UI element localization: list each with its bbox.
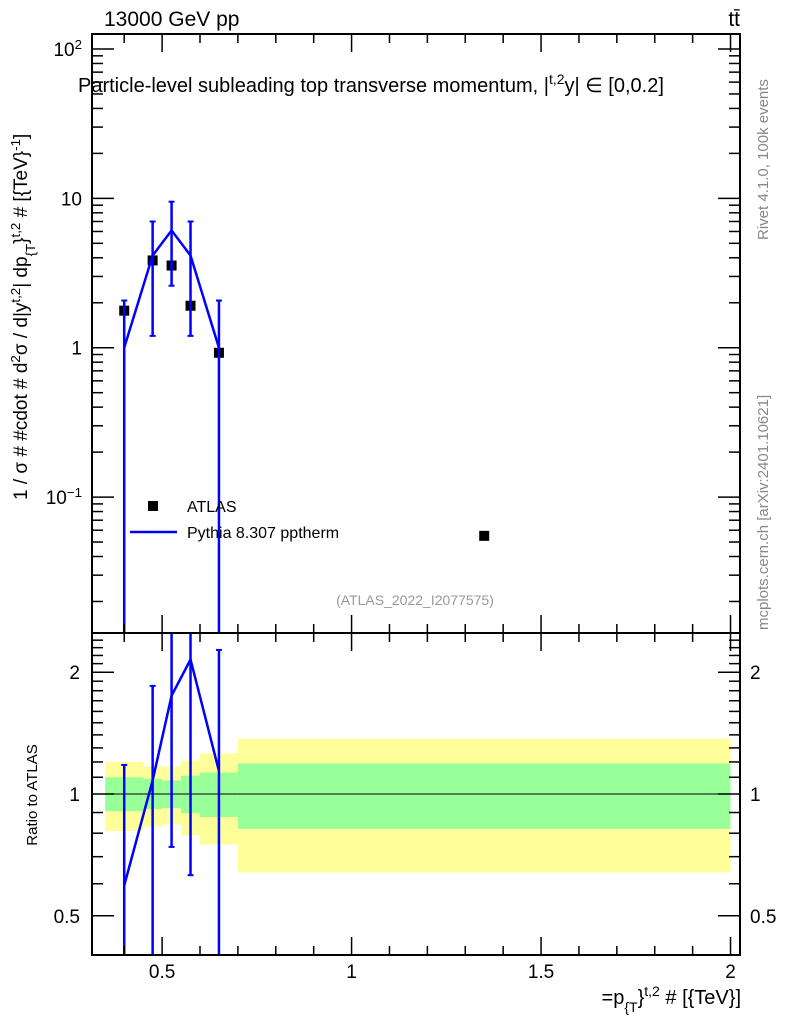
ratio-y-tick-label-left: 0.5 xyxy=(54,907,80,928)
label-segment: y| ∈ [0,0.2] xyxy=(565,75,664,97)
label-segment: ] xyxy=(11,134,32,139)
label-segment: 2 xyxy=(8,355,23,362)
label-segment: σ / d|y xyxy=(11,302,32,355)
label-segment: t,2 xyxy=(8,223,23,238)
label-segment: 1 / σ # #cdot # d xyxy=(11,363,32,500)
legend: ATLAS Pythia 8.307 pptherm xyxy=(130,499,339,542)
label-segment: } xyxy=(11,237,32,243)
legend-mc-label: Pythia 8.307 pptherm xyxy=(187,525,339,542)
inner-band-bin xyxy=(237,763,731,829)
y-axis-label: 1 / σ # #cdot # d2σ / d|yt,2| dp{T}t,2 #… xyxy=(8,134,38,500)
chart-marks xyxy=(119,200,490,955)
tick-exponent: −1 xyxy=(67,485,82,500)
energy-label: 13000 GeV pp xyxy=(104,8,239,31)
y-tick-label: 10−1 xyxy=(46,485,82,510)
label-segment: Particle-level subleading top transverse… xyxy=(78,75,549,97)
ratio-uncertainty-bands xyxy=(92,738,740,873)
tick-base: 10 xyxy=(53,40,74,61)
x-tick-label: 2 xyxy=(725,962,736,983)
ratio-y-tick-label-right: 2 xyxy=(750,663,761,684)
tick-base: 10 xyxy=(61,189,82,210)
legend-data-label: ATLAS xyxy=(187,499,237,516)
label-segment: =p xyxy=(602,987,625,1009)
tick-base: 1 xyxy=(71,339,82,360)
ratio-y-tick-label-right: 0.5 xyxy=(750,907,776,928)
x-axis-label: =p{T}t,2 # [{TeV}] xyxy=(602,983,741,1015)
y-tick-label: 1 xyxy=(71,339,82,360)
x-tick-label: 1 xyxy=(346,962,357,983)
ratio-y-tick-label-left: 1 xyxy=(69,785,80,806)
label-segment: {T xyxy=(23,244,38,257)
y-tick-label: 102 xyxy=(53,36,82,61)
mcplots-label: mcplots.cern.ch [arXiv:2401.10621] xyxy=(755,395,772,630)
legend-data-marker xyxy=(148,501,158,511)
x-tick-label: 0.5 xyxy=(149,962,175,983)
process-label: tt̄ xyxy=(728,8,740,31)
label-segment: # [{TeV}] xyxy=(660,987,741,1009)
ratio-y-tick-label-right: 1 xyxy=(750,785,761,806)
label-segment: t,2 xyxy=(549,71,565,87)
tick-base: 10 xyxy=(46,488,67,509)
main-frame xyxy=(91,33,741,634)
label-segment: t,2 xyxy=(644,983,660,999)
atlas-data-point xyxy=(479,530,490,541)
x-tick-label: 1.5 xyxy=(528,962,554,983)
tick-exponent: 2 xyxy=(75,36,82,51)
label-segment: } xyxy=(638,987,645,1009)
analysis-watermark: (ATLAS_2022_I2077575) xyxy=(336,592,494,608)
label-segment: | dp xyxy=(11,256,32,287)
label-segment: t,2 xyxy=(8,288,23,303)
y-tick-label: 10 xyxy=(61,189,82,210)
label-segment: {T xyxy=(624,999,638,1015)
plot-title: Particle-level subleading top transverse… xyxy=(78,71,664,97)
label-segment: -1 xyxy=(8,139,23,151)
rivet-label: Rivet 4.1.0, 100k events xyxy=(755,79,772,240)
label-segment: # [{TeV} xyxy=(11,151,32,223)
ratio-y-axis-label: Ratio to ATLAS xyxy=(24,744,41,845)
ratio-y-tick-label-left: 2 xyxy=(69,663,80,684)
